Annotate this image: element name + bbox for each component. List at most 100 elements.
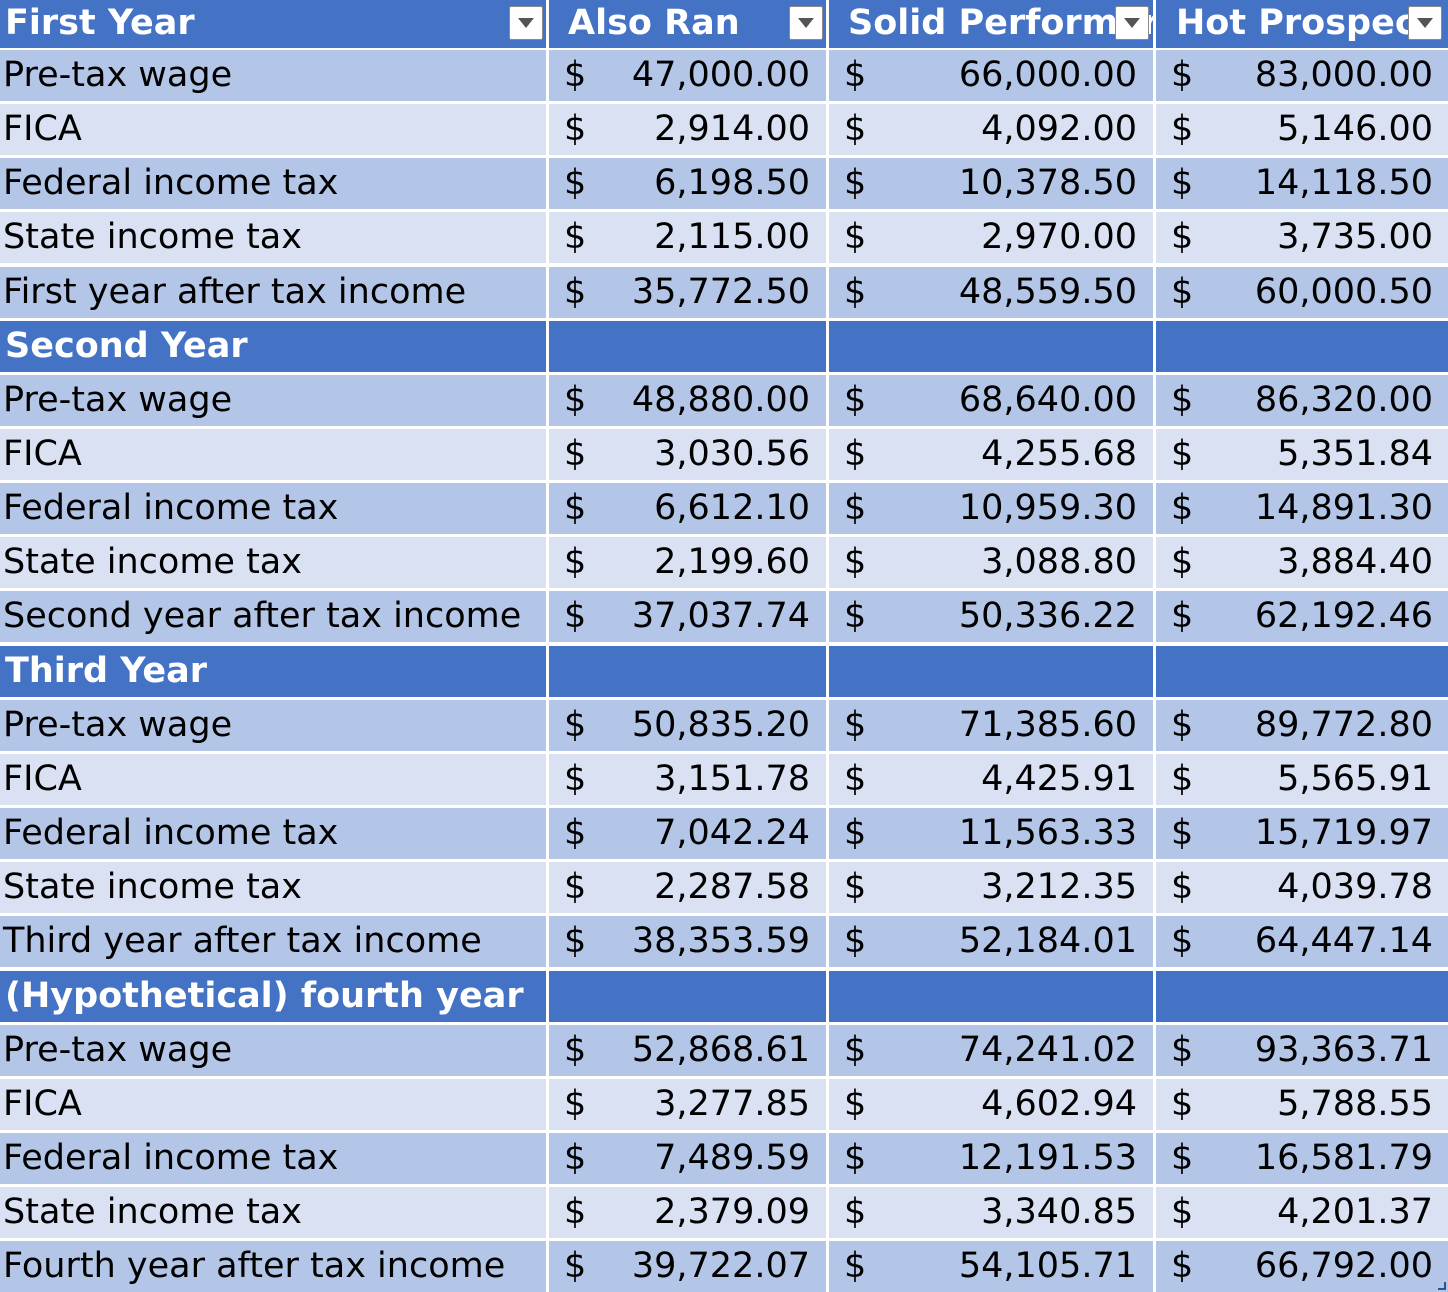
currency-cell[interactable]: $2,115.00 <box>549 212 826 263</box>
currency-cell[interactable]: $68,640.00 <box>829 375 1153 426</box>
filter-dropdown-icon <box>1417 18 1433 28</box>
currency-cell[interactable]: $50,336.22 <box>829 591 1153 642</box>
row-label-cell[interactable]: Federal income tax <box>0 808 546 859</box>
row-label: Pre-tax wage <box>3 1029 233 1070</box>
currency-cell[interactable]: $47,000.00 <box>549 50 826 101</box>
row-label-cell[interactable]: State income tax <box>0 212 546 263</box>
row-label-cell[interactable]: Pre-tax wage <box>0 50 546 101</box>
column-header[interactable]: Solid Performer <box>829 0 1153 48</box>
column-1-filter-button[interactable] <box>789 6 823 40</box>
currency-cell[interactable]: $4,201.37 <box>1156 1187 1448 1238</box>
currency-cell[interactable]: $50,835.20 <box>549 700 826 751</box>
row-label-cell[interactable]: State income tax <box>0 862 546 913</box>
row-label-cell[interactable]: Third year after tax income <box>0 916 546 967</box>
column-header[interactable]: First Year <box>0 0 546 48</box>
row-label-cell[interactable]: Fourth year after tax income <box>0 1241 546 1292</box>
currency-cell[interactable]: $2,914.00 <box>549 104 826 155</box>
column-header[interactable]: Also Ran <box>549 0 826 48</box>
table-row: State income tax $2,287.58 $3,212.35 $4,039… <box>0 862 1448 913</box>
currency-cell[interactable]: $14,891.30 <box>1156 483 1448 534</box>
currency-cell[interactable]: $14,118.50 <box>1156 158 1448 209</box>
currency-cell[interactable]: $86,320.00 <box>1156 375 1448 426</box>
currency-cell[interactable]: $4,602.94 <box>829 1079 1153 1130</box>
currency-cell[interactable]: $2,199.60 <box>549 537 826 588</box>
currency-cell[interactable]: $60,000.50 <box>1156 267 1448 318</box>
amount-value: 3,340.85 <box>981 1191 1137 1232</box>
row-label-cell[interactable]: Pre-tax wage <box>0 1025 546 1076</box>
column-header[interactable]: Hot Prospect <box>1156 0 1448 48</box>
row-label-cell[interactable]: FICA <box>0 1079 546 1130</box>
currency-cell[interactable]: $3,277.85 <box>549 1079 826 1130</box>
currency-cell[interactable]: $74,241.02 <box>829 1025 1153 1076</box>
currency-cell[interactable]: $3,735.00 <box>1156 212 1448 263</box>
row-label-cell[interactable]: Pre-tax wage <box>0 375 546 426</box>
currency-cell[interactable]: $3,340.85 <box>829 1187 1153 1238</box>
row-label-cell[interactable]: Federal income tax <box>0 1133 546 1184</box>
row-label-cell[interactable]: State income tax <box>0 1187 546 1238</box>
currency-cell[interactable]: $3,030.56 <box>549 429 826 480</box>
row-label-cell[interactable]: FICA <box>0 429 546 480</box>
currency-cell[interactable]: $4,255.68 <box>829 429 1153 480</box>
row-label-cell[interactable]: Federal income tax <box>0 483 546 534</box>
currency-cell[interactable]: $48,880.00 <box>549 375 826 426</box>
currency-cell[interactable]: $66,000.00 <box>829 50 1153 101</box>
row-label-cell[interactable]: FICA <box>0 104 546 155</box>
currency-cell[interactable]: $7,489.59 <box>549 1133 826 1184</box>
column-0-filter-button[interactable] <box>509 6 543 40</box>
row-label-cell[interactable]: Pre-tax wage <box>0 700 546 751</box>
row-label-cell[interactable]: State income tax <box>0 537 546 588</box>
table-row: FICA $3,277.85 $4,602.94 $5,788.55 <box>0 1079 1448 1130</box>
currency-cell[interactable]: $16,581.79 <box>1156 1133 1448 1184</box>
currency-cell[interactable]: $12,191.53 <box>829 1133 1153 1184</box>
currency-cell[interactable]: $5,788.55 <box>1156 1079 1448 1130</box>
currency-cell[interactable]: $4,425.91 <box>829 754 1153 805</box>
currency-cell[interactable]: $2,379.09 <box>549 1187 826 1238</box>
currency-cell[interactable]: $10,378.50 <box>829 158 1153 209</box>
row-label-cell[interactable]: First year after tax income <box>0 267 546 318</box>
table-resize-handle-icon[interactable] <box>1437 1281 1447 1291</box>
currency-cell[interactable]: $52,868.61 <box>549 1025 826 1076</box>
currency-cell[interactable]: $6,198.50 <box>549 158 826 209</box>
row-label-cell[interactable]: FICA <box>0 754 546 805</box>
currency-cell[interactable]: $52,184.01 <box>829 916 1153 967</box>
currency-cell[interactable]: $39,722.07 <box>549 1241 826 1292</box>
currency-symbol: $ <box>1171 1191 1194 1232</box>
currency-cell[interactable]: $3,884.40 <box>1156 537 1448 588</box>
currency-cell[interactable]: $2,970.00 <box>829 212 1153 263</box>
currency-symbol: $ <box>844 812 867 853</box>
row-label-cell[interactable]: Second year after tax income <box>0 591 546 642</box>
currency-cell[interactable]: $3,088.80 <box>829 537 1153 588</box>
section-title: Third Year <box>5 650 208 691</box>
column-2-filter-button[interactable] <box>1115 6 1149 40</box>
currency-cell[interactable]: $6,612.10 <box>549 483 826 534</box>
section-header-cell: (Hypothetical) fourth year <box>0 971 546 1022</box>
currency-cell[interactable]: $2,287.58 <box>549 862 826 913</box>
currency-symbol: $ <box>564 379 587 420</box>
currency-cell[interactable]: $3,212.35 <box>829 862 1153 913</box>
currency-cell[interactable]: $38,353.59 <box>549 916 826 967</box>
currency-cell[interactable]: $3,151.78 <box>549 754 826 805</box>
currency-cell[interactable]: $66,792.00 <box>1156 1241 1448 1292</box>
row-label-cell[interactable]: Federal income tax <box>0 158 546 209</box>
currency-cell[interactable]: $64,447.14 <box>1156 916 1448 967</box>
currency-cell[interactable]: $54,105.71 <box>829 1241 1153 1292</box>
currency-cell[interactable]: $48,559.50 <box>829 267 1153 318</box>
currency-cell[interactable]: $11,563.33 <box>829 808 1153 859</box>
currency-cell[interactable]: $71,385.60 <box>829 700 1153 751</box>
currency-cell[interactable]: $62,192.46 <box>1156 591 1448 642</box>
amount-value: 37,037.74 <box>631 595 810 636</box>
currency-cell[interactable]: $5,565.91 <box>1156 754 1448 805</box>
currency-cell[interactable]: $15,719.97 <box>1156 808 1448 859</box>
currency-cell[interactable]: $5,146.00 <box>1156 104 1448 155</box>
currency-cell[interactable]: $83,000.00 <box>1156 50 1448 101</box>
currency-cell[interactable]: $10,959.30 <box>829 483 1153 534</box>
currency-cell[interactable]: $4,092.00 <box>829 104 1153 155</box>
currency-cell[interactable]: $7,042.24 <box>549 808 826 859</box>
currency-cell[interactable]: $37,037.74 <box>549 591 826 642</box>
column-3-filter-button[interactable] <box>1408 6 1442 40</box>
currency-cell[interactable]: $35,772.50 <box>549 267 826 318</box>
currency-cell[interactable]: $4,039.78 <box>1156 862 1448 913</box>
currency-cell[interactable]: $93,363.71 <box>1156 1025 1448 1076</box>
currency-cell[interactable]: $5,351.84 <box>1156 429 1448 480</box>
currency-cell[interactable]: $89,772.80 <box>1156 700 1448 751</box>
